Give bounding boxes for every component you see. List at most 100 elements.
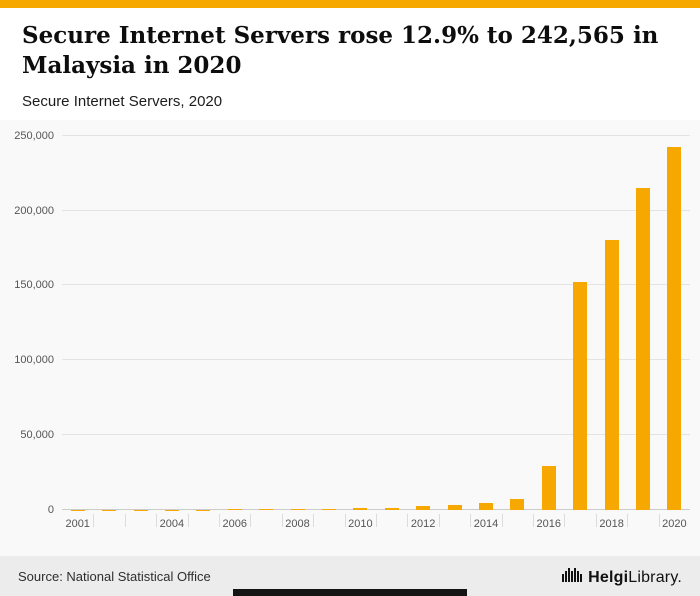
gridline bbox=[62, 359, 690, 361]
x-tick bbox=[376, 514, 377, 527]
bar-2010[interactable] bbox=[353, 508, 368, 510]
chart-subtitle: Secure Internet Servers, 2020 bbox=[22, 92, 223, 110]
bar-2014[interactable] bbox=[478, 502, 493, 510]
gridline bbox=[62, 134, 690, 136]
bar-2012[interactable] bbox=[416, 506, 431, 510]
bottom-strip bbox=[233, 589, 467, 596]
bar-slot bbox=[502, 136, 533, 510]
bar-2007[interactable] bbox=[259, 509, 274, 510]
x-axis-label: 2001 bbox=[65, 518, 90, 530]
x-axis-label bbox=[250, 510, 281, 536]
x-axis-label: 2016 bbox=[536, 518, 562, 530]
bar-slot bbox=[627, 136, 658, 510]
x-axis-label: 2014 bbox=[473, 518, 499, 530]
x-axis-label: 2020 bbox=[662, 518, 687, 530]
bar-slot bbox=[596, 136, 627, 510]
x-axis-label bbox=[313, 510, 344, 536]
x-tick bbox=[344, 514, 346, 527]
bar-slot bbox=[125, 136, 156, 510]
x-axis-label bbox=[376, 510, 407, 536]
x-tick bbox=[407, 514, 409, 527]
chart-header: Secure Internet Servers rose 12.9% to 24… bbox=[0, 8, 700, 120]
x-tick bbox=[658, 514, 660, 527]
bars-row bbox=[62, 136, 690, 510]
x-axis-label: 2018 bbox=[599, 518, 624, 530]
x-tick bbox=[156, 514, 158, 527]
bar-slot bbox=[470, 136, 501, 510]
helgilibrary-logo[interactable]: HelgiLibrary. bbox=[562, 566, 682, 587]
x-axis-label bbox=[439, 510, 470, 536]
gridline bbox=[62, 509, 690, 510]
x-tick bbox=[93, 514, 95, 527]
gridline bbox=[62, 284, 690, 286]
x-tick bbox=[313, 514, 315, 527]
bar-2017[interactable] bbox=[573, 282, 588, 510]
page-title: Secure Internet Servers rose 12.9% to 24… bbox=[22, 22, 659, 80]
y-axis-label: 100,000 bbox=[14, 354, 54, 367]
bar-slot bbox=[439, 136, 470, 510]
x-axis-label: 2008 bbox=[285, 518, 310, 530]
x-axis-label: 2012 bbox=[410, 518, 436, 530]
bar-slot bbox=[219, 136, 250, 510]
top-accent-bar bbox=[0, 0, 700, 8]
y-axis-label: 250,000 bbox=[14, 129, 54, 142]
helgilibrary-logo-icon bbox=[562, 566, 583, 587]
x-tick bbox=[219, 514, 220, 527]
x-tick bbox=[627, 514, 629, 527]
x-tick bbox=[250, 514, 252, 527]
bar-2013[interactable] bbox=[447, 505, 462, 510]
bar-slot bbox=[565, 136, 596, 510]
bar-slot bbox=[250, 136, 281, 510]
bar-slot bbox=[156, 136, 187, 510]
x-tick bbox=[438, 514, 440, 527]
x-axis-label: 2010 bbox=[348, 518, 373, 530]
gridline bbox=[62, 209, 690, 211]
bar-slot bbox=[93, 136, 124, 510]
x-tick bbox=[595, 514, 597, 527]
source-text: Source: National Statistical Office bbox=[18, 568, 211, 584]
x-tick bbox=[501, 514, 503, 527]
bar-slot bbox=[659, 136, 690, 510]
bar-2009[interactable] bbox=[321, 508, 336, 510]
x-axis-label: 2004 bbox=[159, 518, 185, 530]
y-axis-label: 150,000 bbox=[14, 279, 54, 292]
bar-slot bbox=[282, 136, 313, 510]
bar-slot bbox=[376, 136, 407, 510]
bar-slot bbox=[345, 136, 376, 510]
x-axis-row: 2001 2004 2006 2008 2010 2012 2014 2016 2018 2020 bbox=[62, 510, 690, 536]
bar-slot bbox=[407, 136, 438, 510]
x-axis-label bbox=[125, 510, 156, 536]
x-tick bbox=[533, 514, 534, 527]
bar-2006[interactable] bbox=[227, 509, 242, 510]
bar-2016[interactable] bbox=[541, 466, 556, 510]
x-axis-label bbox=[93, 510, 124, 536]
y-axis-label: 200,000 bbox=[14, 204, 54, 217]
bar-slot bbox=[188, 136, 219, 510]
bar-slot bbox=[313, 136, 344, 510]
plot-area: 2001 2004 2006 2008 2010 2012 2014 2016 2018 2020… bbox=[14, 130, 690, 530]
bar-2020[interactable] bbox=[667, 146, 682, 510]
x-axis-label bbox=[188, 510, 219, 536]
x-tick bbox=[564, 514, 566, 527]
x-tick bbox=[281, 514, 283, 527]
chart-area: 2001 2004 2006 2008 2010 2012 2014 2016 2018 2020… bbox=[0, 119, 700, 556]
x-axis-label: 2006 bbox=[222, 518, 247, 530]
y-axis-label: 50,000 bbox=[20, 429, 54, 442]
bar-slot bbox=[62, 136, 93, 510]
y-axis-label: 0 bbox=[47, 504, 54, 516]
x-axis-label bbox=[502, 510, 533, 536]
logo-text-bold: Helgi bbox=[588, 568, 629, 586]
bar-2008[interactable] bbox=[290, 509, 305, 510]
bar-2018[interactable] bbox=[604, 240, 619, 510]
helgilibrary-logo-text: HelgiLibrary. bbox=[588, 569, 682, 587]
x-tick bbox=[124, 514, 126, 527]
bar-2011[interactable] bbox=[384, 507, 399, 510]
bar-2015[interactable] bbox=[510, 498, 525, 510]
x-axis-label bbox=[627, 510, 658, 536]
x-tick bbox=[187, 514, 189, 527]
bar-2019[interactable] bbox=[636, 188, 651, 510]
x-axis-label bbox=[565, 510, 596, 536]
bar-slot bbox=[533, 136, 564, 510]
logo-text-rest: Library. bbox=[628, 568, 682, 586]
